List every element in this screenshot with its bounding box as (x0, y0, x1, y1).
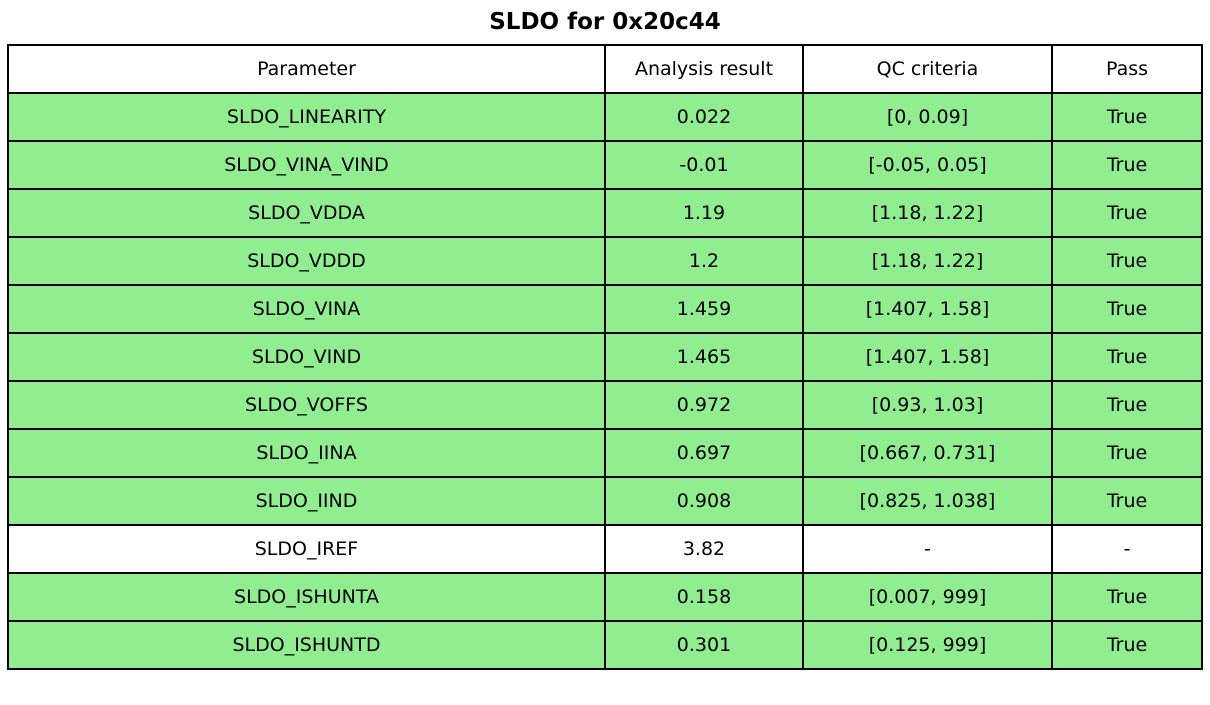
table-row: SLDO_IREF 3.82 - - (7, 524, 1203, 574)
cell-analysis-result: 1.19 (604, 188, 804, 238)
table-header: Parameter Analysis result QC criteria Pa… (7, 44, 1203, 94)
column-header-pass: Pass (1051, 44, 1203, 94)
cell-parameter: SLDO_VOFFS (7, 380, 606, 430)
cell-analysis-result: 0.697 (604, 428, 804, 478)
cell-analysis-result: 0.972 (604, 380, 804, 430)
header-row: Parameter Analysis result QC criteria Pa… (7, 44, 1203, 94)
column-header-qc-criteria: QC criteria (802, 44, 1053, 94)
cell-pass: True (1051, 236, 1203, 286)
cell-pass: True (1051, 140, 1203, 190)
cell-analysis-result: 1.465 (604, 332, 804, 382)
cell-parameter: SLDO_IINA (7, 428, 606, 478)
cell-pass: True (1051, 188, 1203, 238)
cell-parameter: SLDO_ISHUNTD (7, 620, 606, 670)
cell-parameter: SLDO_LINEARITY (7, 92, 606, 142)
cell-pass: True (1051, 92, 1203, 142)
table-row: SLDO_IIND 0.908 [0.825, 1.038] True (7, 476, 1203, 526)
cell-qc-criteria: [1.18, 1.22] (802, 236, 1053, 286)
cell-parameter: SLDO_IIND (7, 476, 606, 526)
cell-analysis-result: 1.459 (604, 284, 804, 334)
cell-pass: True (1051, 332, 1203, 382)
table-row: SLDO_LINEARITY 0.022 [0, 0.09] True (7, 92, 1203, 142)
cell-pass: True (1051, 380, 1203, 430)
cell-qc-criteria: [0.125, 999] (802, 620, 1053, 670)
cell-qc-criteria: [0.825, 1.038] (802, 476, 1053, 526)
cell-analysis-result: 1.2 (604, 236, 804, 286)
cell-pass: True (1051, 476, 1203, 526)
cell-pass: - (1051, 524, 1203, 574)
cell-analysis-result: 0.908 (604, 476, 804, 526)
page-title: SLDO for 0x20c44 (489, 9, 721, 35)
cell-qc-criteria: [-0.05, 0.05] (802, 140, 1053, 190)
cell-analysis-result: 0.022 (604, 92, 804, 142)
cell-parameter: SLDO_VINA_VIND (7, 140, 606, 190)
cell-qc-criteria: [0.667, 0.731] (802, 428, 1053, 478)
table-row: SLDO_VOFFS 0.972 [0.93, 1.03] True (7, 380, 1203, 430)
table-row: SLDO_IINA 0.697 [0.667, 0.731] True (7, 428, 1203, 478)
table-row: SLDO_ISHUNTA 0.158 [0.007, 999] True (7, 572, 1203, 622)
table-row: SLDO_VIND 1.465 [1.407, 1.58] True (7, 332, 1203, 382)
table-body: SLDO_LINEARITY 0.022 [0, 0.09] True SLDO… (7, 92, 1203, 670)
cell-analysis-result: 0.301 (604, 620, 804, 670)
cell-analysis-result: 0.158 (604, 572, 804, 622)
cell-qc-criteria: [0, 0.09] (802, 92, 1053, 142)
cell-parameter: SLDO_VDDD (7, 236, 606, 286)
cell-pass: True (1051, 572, 1203, 622)
cell-qc-criteria: [1.18, 1.22] (802, 188, 1053, 238)
cell-pass: True (1051, 620, 1203, 670)
cell-parameter: SLDO_VDDA (7, 188, 606, 238)
table-row: SLDO_VDDD 1.2 [1.18, 1.22] True (7, 236, 1203, 286)
table-row: SLDO_ISHUNTD 0.301 [0.125, 999] True (7, 620, 1203, 670)
cell-qc-criteria: [1.407, 1.58] (802, 332, 1053, 382)
cell-analysis-result: -0.01 (604, 140, 804, 190)
cell-qc-criteria: [1.407, 1.58] (802, 284, 1053, 334)
cell-parameter: SLDO_ISHUNTA (7, 572, 606, 622)
table-row: SLDO_VINA 1.459 [1.407, 1.58] True (7, 284, 1203, 334)
cell-pass: True (1051, 284, 1203, 334)
cell-parameter: SLDO_VIND (7, 332, 606, 382)
column-header-parameter: Parameter (7, 44, 606, 94)
qc-results-table: Parameter Analysis result QC criteria Pa… (7, 44, 1203, 670)
cell-parameter: SLDO_VINA (7, 284, 606, 334)
cell-pass: True (1051, 428, 1203, 478)
table-row: SLDO_VDDA 1.19 [1.18, 1.22] True (7, 188, 1203, 238)
cell-parameter: SLDO_IREF (7, 524, 606, 574)
cell-qc-criteria: - (802, 524, 1053, 574)
table-row: SLDO_VINA_VIND -0.01 [-0.05, 0.05] True (7, 140, 1203, 190)
cell-qc-criteria: [0.007, 999] (802, 572, 1053, 622)
cell-analysis-result: 3.82 (604, 524, 804, 574)
column-header-analysis-result: Analysis result (604, 44, 804, 94)
cell-qc-criteria: [0.93, 1.03] (802, 380, 1053, 430)
